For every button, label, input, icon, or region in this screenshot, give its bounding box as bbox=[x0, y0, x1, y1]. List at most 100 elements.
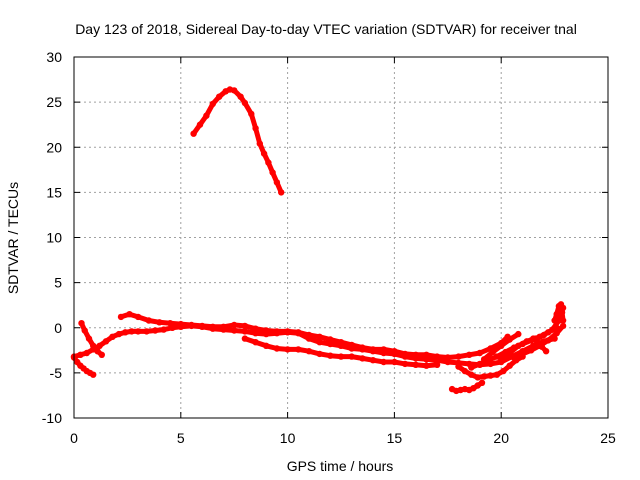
data-point bbox=[284, 346, 291, 353]
data-point bbox=[237, 93, 244, 100]
data-point bbox=[540, 331, 548, 339]
data-point bbox=[252, 125, 259, 132]
data-point bbox=[273, 328, 281, 335]
data-point bbox=[468, 364, 475, 371]
data-point bbox=[476, 349, 483, 357]
data-point bbox=[209, 100, 216, 108]
data-point bbox=[530, 335, 537, 342]
data-point bbox=[145, 317, 152, 324]
data-point bbox=[466, 351, 473, 358]
data-point bbox=[401, 360, 409, 368]
y-axis-label: SDTVAR / TECUs bbox=[5, 182, 21, 294]
x-tick-label: 20 bbox=[493, 430, 509, 446]
data-point bbox=[134, 328, 142, 335]
data-point bbox=[433, 353, 441, 360]
data-point bbox=[316, 339, 323, 346]
y-tick-label: 25 bbox=[46, 94, 62, 110]
data-point bbox=[444, 358, 451, 366]
data-point bbox=[94, 348, 101, 355]
data-point bbox=[278, 189, 285, 196]
data-point bbox=[534, 339, 541, 346]
data-point bbox=[506, 336, 513, 343]
data-point bbox=[510, 354, 518, 361]
data-point bbox=[380, 358, 387, 366]
data-point bbox=[557, 301, 565, 308]
data-point bbox=[433, 361, 441, 368]
data-point bbox=[348, 353, 355, 360]
tick-layer: 0 5 10 15 20 25 -10 -5 0 5 10 15 20 25 30 bbox=[42, 49, 616, 446]
data-point bbox=[461, 367, 469, 375]
data-point bbox=[551, 317, 558, 324]
data-point bbox=[369, 346, 377, 353]
data-point bbox=[316, 350, 323, 358]
data-point bbox=[478, 379, 486, 386]
data-point bbox=[209, 323, 216, 330]
data-point bbox=[327, 352, 334, 359]
data-point bbox=[83, 349, 91, 357]
data-point bbox=[337, 353, 345, 360]
data-point bbox=[549, 326, 556, 333]
data-point bbox=[480, 356, 488, 363]
data-point bbox=[122, 329, 129, 336]
data-point bbox=[273, 179, 281, 186]
data-point bbox=[241, 328, 249, 335]
data-point bbox=[241, 99, 249, 107]
data-point bbox=[166, 320, 174, 327]
data-point bbox=[109, 333, 116, 340]
data-point bbox=[241, 322, 249, 330]
data-point bbox=[455, 363, 462, 370]
data-point bbox=[117, 313, 125, 321]
data-point bbox=[305, 348, 313, 355]
data-point bbox=[96, 342, 103, 349]
data-series-layer bbox=[70, 86, 567, 395]
data-point bbox=[468, 371, 475, 378]
data-point bbox=[391, 348, 398, 355]
data-point bbox=[500, 367, 507, 375]
data-point bbox=[480, 373, 488, 380]
data-point bbox=[85, 335, 93, 342]
data-point bbox=[115, 330, 123, 338]
data-point bbox=[248, 110, 255, 118]
data-point bbox=[90, 342, 97, 349]
data-point bbox=[412, 351, 419, 358]
data-point bbox=[81, 327, 88, 334]
data-point bbox=[493, 371, 501, 378]
data-point bbox=[263, 342, 270, 349]
data-point bbox=[77, 351, 84, 358]
data-point bbox=[515, 342, 522, 349]
data-point bbox=[156, 319, 163, 326]
data-point bbox=[348, 341, 355, 349]
data-point bbox=[545, 337, 552, 344]
data-point bbox=[369, 357, 377, 364]
x-tick-label: 10 bbox=[280, 430, 296, 446]
data-point bbox=[527, 347, 535, 354]
data-point bbox=[152, 327, 159, 334]
series-arc-high bbox=[191, 87, 284, 195]
data-point bbox=[498, 356, 505, 363]
y-tick-label: 15 bbox=[46, 184, 62, 200]
data-point bbox=[241, 335, 249, 342]
data-point bbox=[444, 354, 451, 361]
data-point bbox=[252, 339, 259, 346]
x-tick-label: 15 bbox=[387, 430, 403, 446]
data-point bbox=[196, 121, 204, 128]
data-point bbox=[474, 374, 481, 381]
y-tick-label: 30 bbox=[46, 49, 62, 65]
data-point bbox=[558, 309, 566, 316]
y-tick-label: 5 bbox=[54, 275, 62, 291]
y-tick-label: -10 bbox=[42, 410, 62, 426]
data-point bbox=[260, 150, 268, 157]
data-point bbox=[295, 329, 302, 336]
data-point bbox=[423, 351, 430, 358]
data-point bbox=[359, 355, 366, 362]
data-point bbox=[506, 349, 513, 357]
data-point bbox=[476, 360, 483, 368]
data-point bbox=[515, 330, 522, 338]
data-point bbox=[489, 348, 496, 356]
data-point bbox=[143, 328, 150, 335]
data-point bbox=[90, 371, 97, 378]
data-point bbox=[160, 326, 167, 333]
data-point bbox=[78, 320, 85, 327]
data-point bbox=[412, 361, 419, 368]
